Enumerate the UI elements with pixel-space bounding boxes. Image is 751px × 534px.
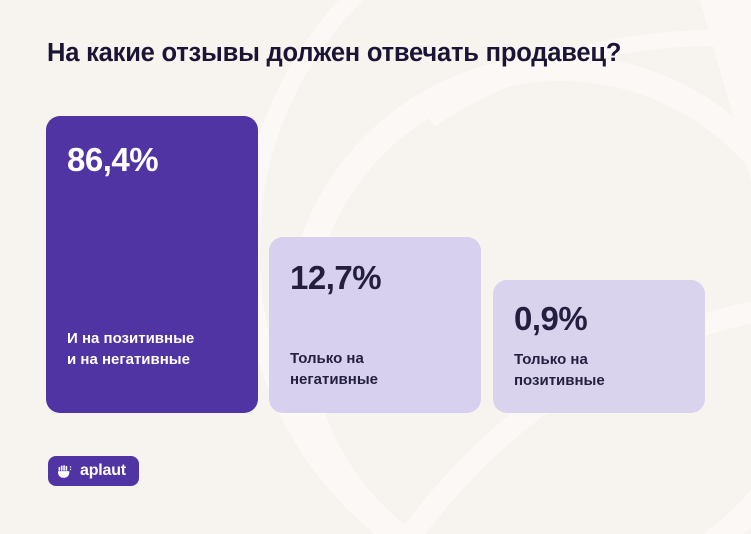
bar-value-label: 12,7% (290, 259, 382, 296)
bar-category-label: И на позитивные и на негативные (67, 330, 195, 369)
page-title: На какие отзывы должен отвечать продавец… (47, 39, 622, 67)
bar-category-label: Только на позитивные (514, 351, 605, 390)
bar-item-negative-only: 12,7% Только на негативные (269, 237, 481, 413)
bar-value-label: 0,9% (514, 300, 588, 337)
bar-category-label: Только на негативные (290, 350, 378, 389)
aplaut-logo: aplaut (48, 456, 139, 486)
clapping-hand-icon (58, 464, 72, 478)
bar-item-both: 86,4% И на позитивные и на негативные (46, 116, 258, 413)
bar-item-positive-only: 0,9% Только на позитивные (493, 280, 705, 413)
bar-value-label: 86,4% (67, 141, 159, 178)
logo-wordmark: aplaut (80, 462, 126, 479)
